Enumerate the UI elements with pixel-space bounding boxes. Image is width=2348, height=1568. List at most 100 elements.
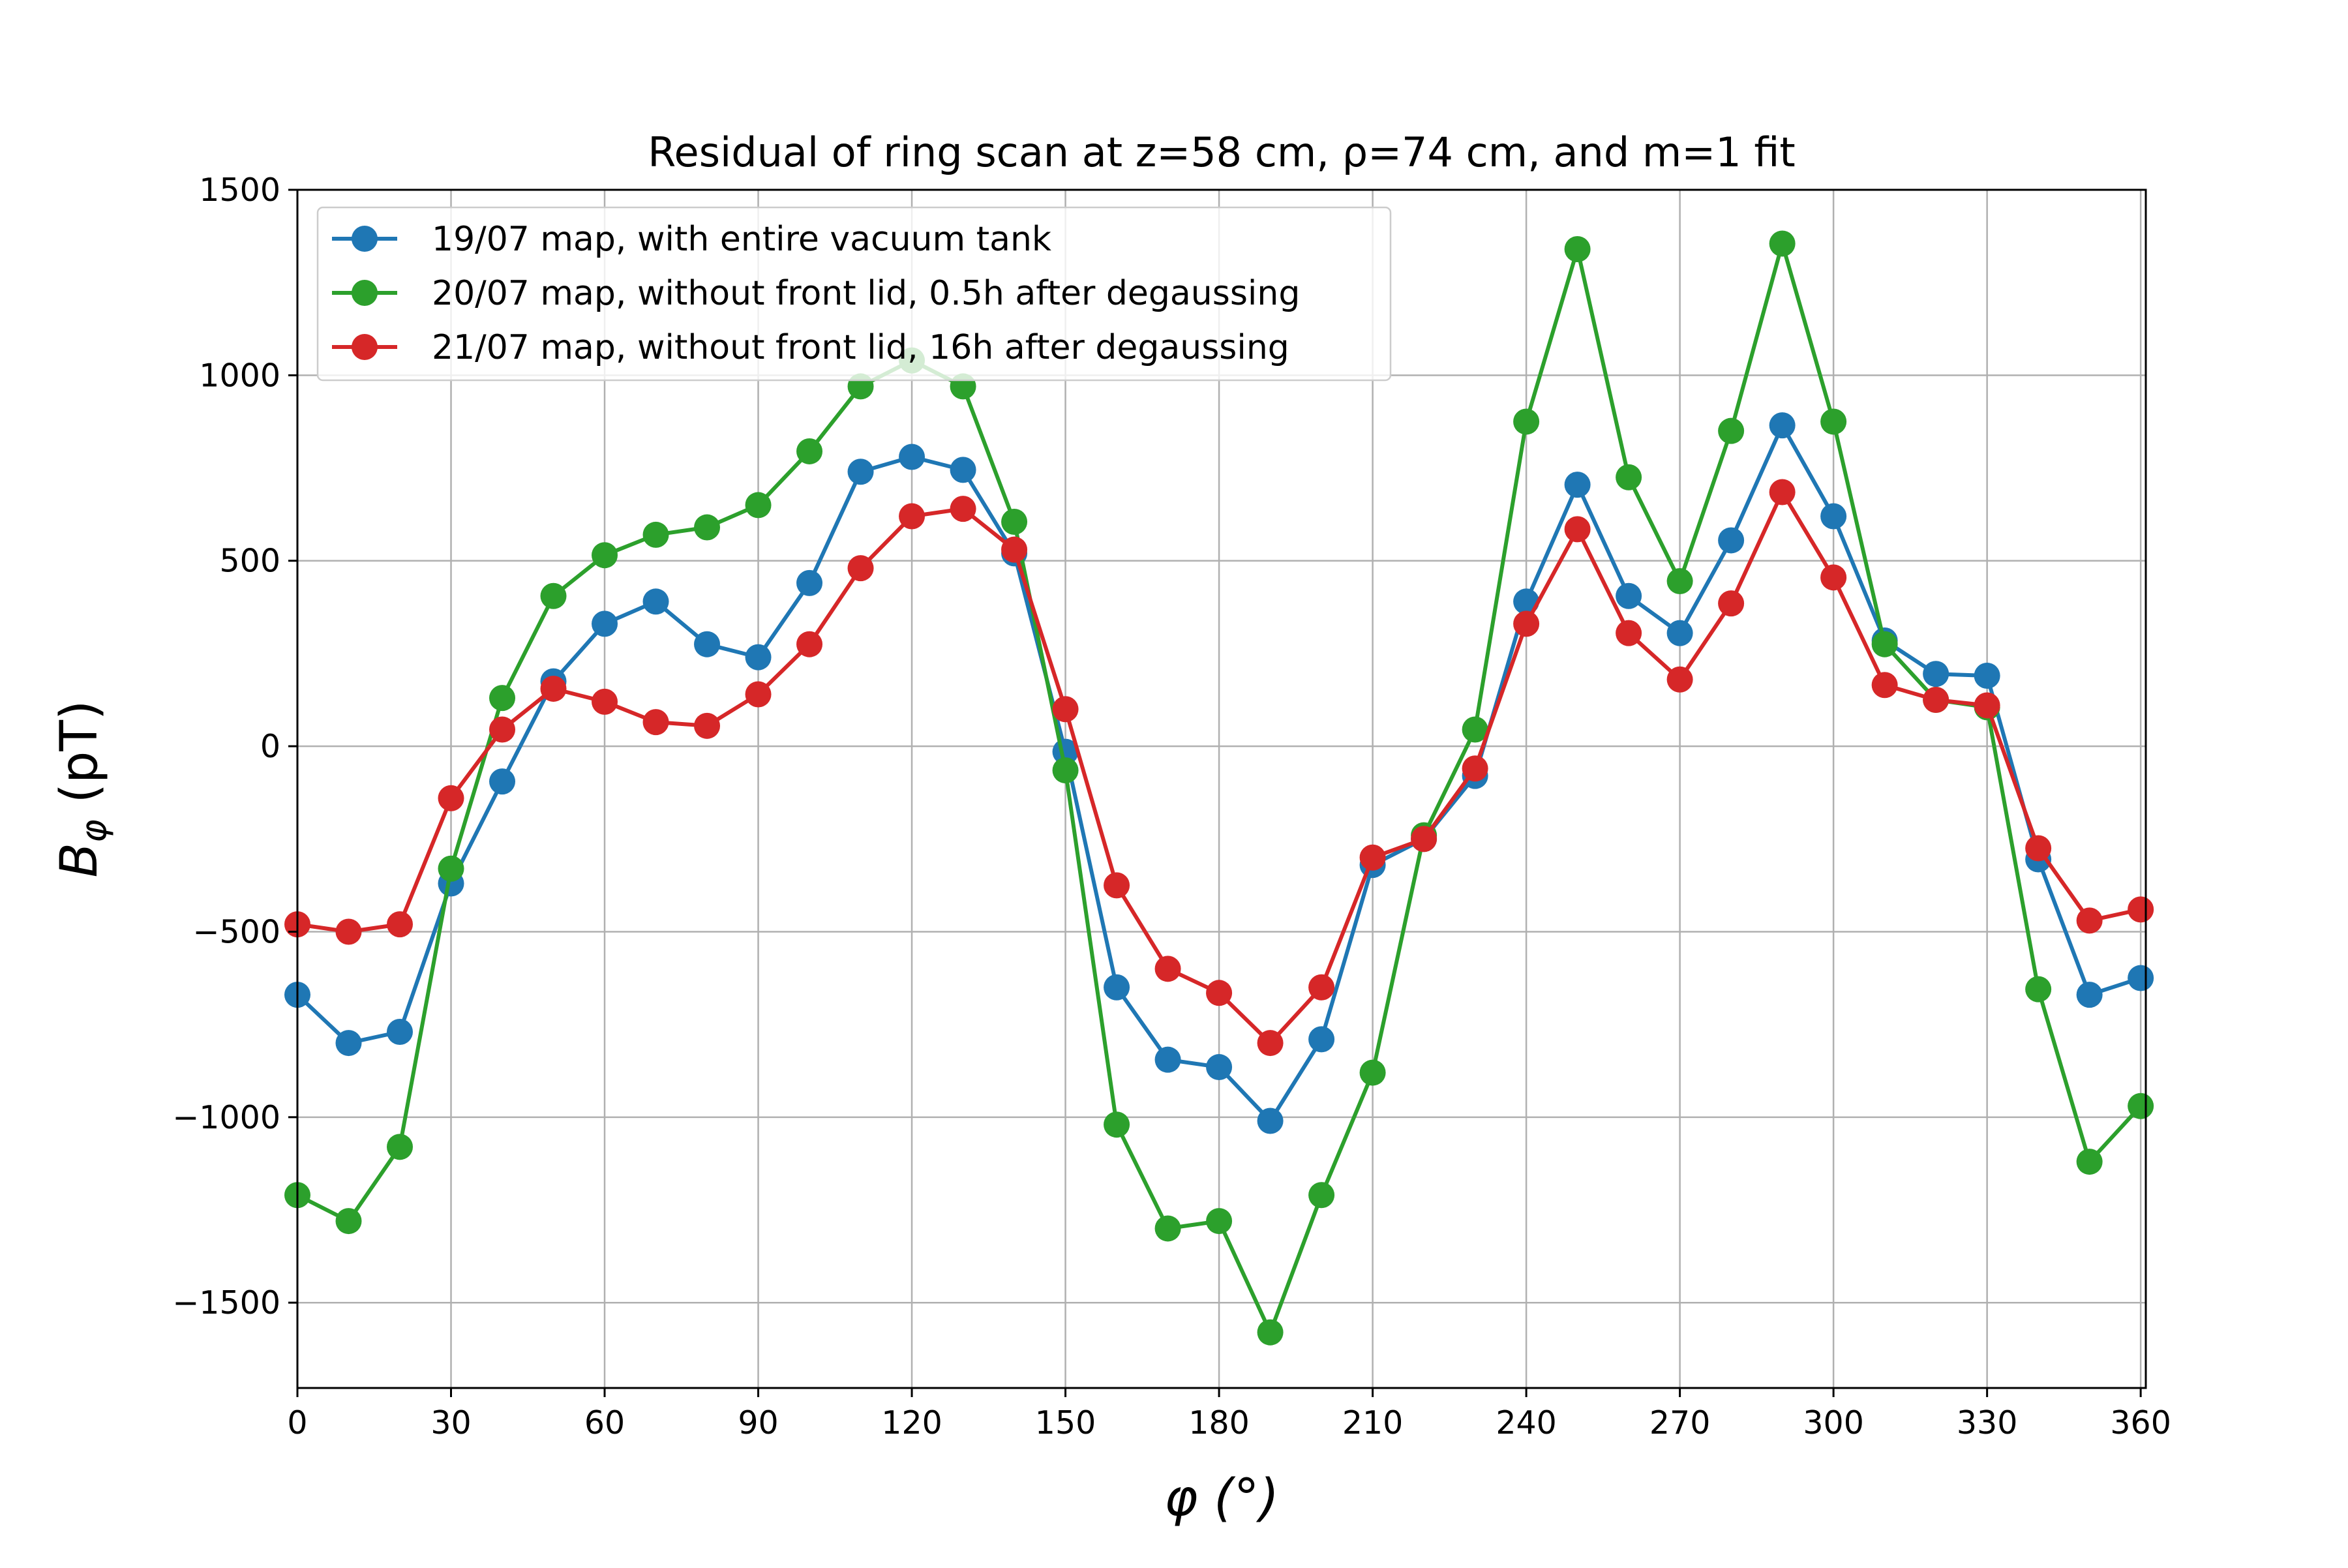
data-point bbox=[387, 1134, 414, 1160]
data-point bbox=[540, 675, 567, 702]
data-point bbox=[2076, 982, 2103, 1008]
data-point bbox=[489, 716, 516, 743]
data-point bbox=[387, 1019, 414, 1046]
y-axis-label-symbol: B bbox=[50, 843, 109, 878]
data-point bbox=[2076, 907, 2103, 934]
data-point bbox=[1871, 631, 1898, 657]
data-point bbox=[1616, 620, 1642, 646]
data-point bbox=[2076, 1149, 2103, 1175]
x-tick-label: 0 bbox=[287, 1404, 307, 1441]
legend-label: 20/07 map, without front lid, 0.5h after… bbox=[432, 274, 1300, 313]
chart-title: Residual of ring scan at z=58 cm, ρ=74 c… bbox=[648, 128, 1796, 176]
legend-item: 20/07 map, without front lid, 0.5h after… bbox=[332, 274, 1300, 313]
axis-ticks: 0 30 60 90 120 150 180 210 240 270 300 330 360 1500 10… bbox=[172, 172, 2171, 1441]
data-point bbox=[1257, 1319, 1284, 1346]
data-point bbox=[642, 709, 669, 736]
legend-swatch-marker bbox=[352, 334, 378, 360]
data-point bbox=[1718, 590, 1745, 617]
data-point bbox=[2025, 835, 2052, 862]
x-tick-label: 90 bbox=[738, 1404, 778, 1441]
data-point bbox=[387, 911, 414, 938]
y-axis-label: Bφ (pT) bbox=[50, 701, 114, 878]
data-point bbox=[642, 521, 669, 548]
plot-series bbox=[284, 230, 2154, 1346]
data-point bbox=[1769, 479, 1796, 505]
data-point bbox=[335, 1208, 362, 1235]
data-point bbox=[335, 918, 362, 945]
y-tick-label: 500 bbox=[219, 543, 280, 580]
legend-label: 19/07 map, with entire vacuum tank bbox=[432, 220, 1051, 259]
data-point bbox=[1616, 464, 1642, 490]
data-point bbox=[899, 444, 926, 470]
data-point bbox=[335, 1030, 362, 1057]
data-point bbox=[438, 855, 464, 882]
data-point bbox=[694, 631, 721, 657]
data-point bbox=[1769, 230, 1796, 257]
data-point bbox=[1001, 536, 1028, 563]
data-point bbox=[438, 785, 464, 811]
legend-swatch-marker bbox=[352, 280, 378, 306]
data-point bbox=[847, 459, 874, 485]
x-tick-label: 30 bbox=[430, 1404, 471, 1441]
x-tick-label: 330 bbox=[1957, 1404, 2018, 1441]
x-tick-label: 60 bbox=[584, 1404, 625, 1441]
y-tick-label: 1000 bbox=[199, 357, 280, 394]
data-point bbox=[540, 582, 567, 609]
data-point bbox=[1564, 235, 1591, 262]
legend-label: 21/07 map, without front lid, 16h after … bbox=[432, 328, 1289, 367]
x-tick-label: 360 bbox=[2110, 1404, 2171, 1441]
data-point bbox=[592, 688, 618, 715]
data-point bbox=[1923, 687, 1949, 714]
data-point bbox=[1104, 872, 1130, 899]
x-tick-label: 150 bbox=[1035, 1404, 1096, 1441]
data-point bbox=[1206, 1054, 1233, 1081]
data-point bbox=[1974, 663, 2000, 689]
axes-frame bbox=[296, 188, 2147, 1389]
data-point bbox=[796, 569, 823, 596]
data-point bbox=[1462, 755, 1488, 782]
data-point bbox=[950, 496, 976, 522]
data-point bbox=[1308, 1182, 1335, 1209]
data-point bbox=[1104, 1111, 1130, 1138]
y-axis-label-subscript: φ bbox=[73, 819, 114, 843]
data-point bbox=[1666, 568, 1693, 595]
data-point bbox=[1513, 611, 1540, 637]
data-point bbox=[642, 588, 669, 615]
y-axis-label-unit: (pT) bbox=[50, 701, 109, 820]
data-point bbox=[489, 768, 516, 795]
data-point bbox=[489, 685, 516, 712]
data-point bbox=[1257, 1030, 1284, 1057]
x-tick-label: 210 bbox=[1342, 1404, 1404, 1441]
data-point bbox=[1411, 826, 1437, 852]
data-point bbox=[694, 712, 721, 739]
legend-item: 21/07 map, without front lid, 16h after … bbox=[332, 328, 1289, 367]
data-point bbox=[1513, 408, 1540, 435]
data-point bbox=[1923, 661, 1949, 687]
y-tick-label: −500 bbox=[192, 913, 280, 950]
y-tick-label: 0 bbox=[260, 728, 280, 765]
data-point bbox=[899, 503, 926, 530]
x-axis-label: φ (°) bbox=[1164, 1469, 1279, 1528]
data-point bbox=[1359, 1059, 1386, 1086]
data-point bbox=[1564, 472, 1591, 498]
data-point bbox=[1820, 408, 1847, 435]
data-point bbox=[1154, 956, 1181, 982]
data-point bbox=[1001, 509, 1028, 535]
data-point bbox=[1769, 412, 1796, 439]
data-point bbox=[1359, 844, 1386, 871]
data-point bbox=[1308, 1026, 1335, 1053]
data-point bbox=[1206, 1208, 1233, 1235]
data-point bbox=[1820, 564, 1847, 591]
data-point bbox=[592, 542, 618, 569]
data-point bbox=[745, 492, 772, 519]
x-tick-label: 300 bbox=[1803, 1404, 1864, 1441]
data-point bbox=[1871, 672, 1898, 699]
data-point bbox=[745, 681, 772, 708]
data-point bbox=[1104, 974, 1130, 1001]
data-point bbox=[796, 438, 823, 464]
data-point bbox=[2128, 965, 2154, 991]
data-point bbox=[694, 514, 721, 541]
data-point bbox=[847, 555, 874, 582]
data-point bbox=[1308, 974, 1335, 1001]
